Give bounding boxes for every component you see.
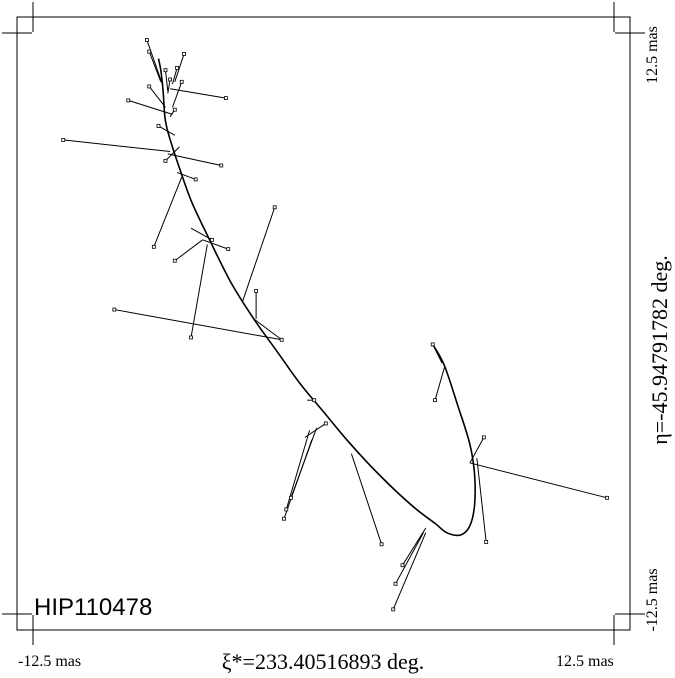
residual-line xyxy=(176,171,196,180)
observation-point xyxy=(182,52,186,56)
residual-line xyxy=(170,88,226,99)
observation-point xyxy=(430,342,435,347)
residual-line xyxy=(153,176,183,247)
residual-line xyxy=(171,81,183,108)
x-tick-label-max: 12.5 mas xyxy=(556,653,614,670)
residual-line xyxy=(392,532,427,610)
observation-point xyxy=(433,398,437,403)
observation-point xyxy=(226,247,231,252)
residual-line xyxy=(253,318,282,341)
observation-point xyxy=(400,563,405,568)
observation-point xyxy=(323,421,328,426)
residual-line xyxy=(283,439,313,519)
y-tick-label-min: -12.5 mas xyxy=(644,568,661,631)
observation-point xyxy=(163,158,168,163)
residual-line xyxy=(128,99,173,115)
residual-line xyxy=(171,67,178,85)
observation-point xyxy=(172,107,177,112)
plot-frame xyxy=(16,16,631,631)
observation-point xyxy=(272,205,277,210)
observation-point xyxy=(289,495,293,500)
y-axis-title: η=-45.94791782 deg. xyxy=(647,255,672,445)
x-axis-title: ξ*=233.40516893 deg. xyxy=(222,649,424,674)
observation-point xyxy=(147,84,152,89)
residual-line xyxy=(148,86,166,108)
residual-line xyxy=(304,423,327,438)
axis-ticks xyxy=(2,2,645,645)
residual-line xyxy=(63,139,171,153)
residual-line xyxy=(164,70,169,92)
observation-point xyxy=(605,495,609,500)
residual-line xyxy=(158,125,176,136)
residual-line xyxy=(146,39,164,87)
residual-line xyxy=(476,458,487,543)
residual-line xyxy=(241,207,276,303)
residual-line xyxy=(174,239,203,262)
observation-point xyxy=(172,258,177,263)
observation-point xyxy=(219,163,224,168)
observation-point xyxy=(61,138,66,142)
residual-line xyxy=(395,532,424,585)
observation-point xyxy=(312,398,317,403)
orbit-path xyxy=(157,58,476,537)
residual-line xyxy=(167,79,171,94)
observation-point xyxy=(284,507,289,512)
observation-point xyxy=(144,38,149,42)
observation-point xyxy=(163,68,168,73)
observation-point xyxy=(179,79,184,84)
observation-point xyxy=(189,335,193,340)
observation-point xyxy=(147,49,152,54)
residual-line xyxy=(174,53,185,82)
observation-point xyxy=(168,77,173,82)
observation-point xyxy=(210,237,214,242)
observation-point xyxy=(193,177,198,182)
observation-point xyxy=(379,542,384,547)
residual-line xyxy=(190,244,208,338)
residual-line xyxy=(402,527,427,566)
residual-line xyxy=(148,51,162,82)
observation-point xyxy=(481,435,486,440)
observation-point xyxy=(156,124,161,128)
star-label: HIP110478 xyxy=(34,594,152,621)
residual-line xyxy=(114,309,282,341)
observation-point xyxy=(279,337,284,342)
observation-point xyxy=(126,98,131,103)
y-tick-label-max: 12.5 mas xyxy=(644,26,661,84)
observation-point xyxy=(175,65,179,70)
residual-line xyxy=(434,367,445,401)
observation-point xyxy=(151,244,156,249)
x-tick-label-min: -12.5 mas xyxy=(18,653,81,670)
observation-point xyxy=(393,581,398,586)
observation-point xyxy=(223,96,228,100)
residual-line xyxy=(202,239,229,250)
observation-point xyxy=(112,307,117,312)
residual-line xyxy=(350,453,383,545)
residual-lines xyxy=(63,39,608,610)
observation-markers xyxy=(61,38,609,612)
residual-line xyxy=(167,153,222,166)
observation-point xyxy=(391,607,396,612)
residual-line xyxy=(469,462,608,499)
residual-line xyxy=(165,146,180,162)
observation-point xyxy=(254,289,259,293)
observation-point xyxy=(282,516,286,521)
observation-point xyxy=(484,540,489,544)
